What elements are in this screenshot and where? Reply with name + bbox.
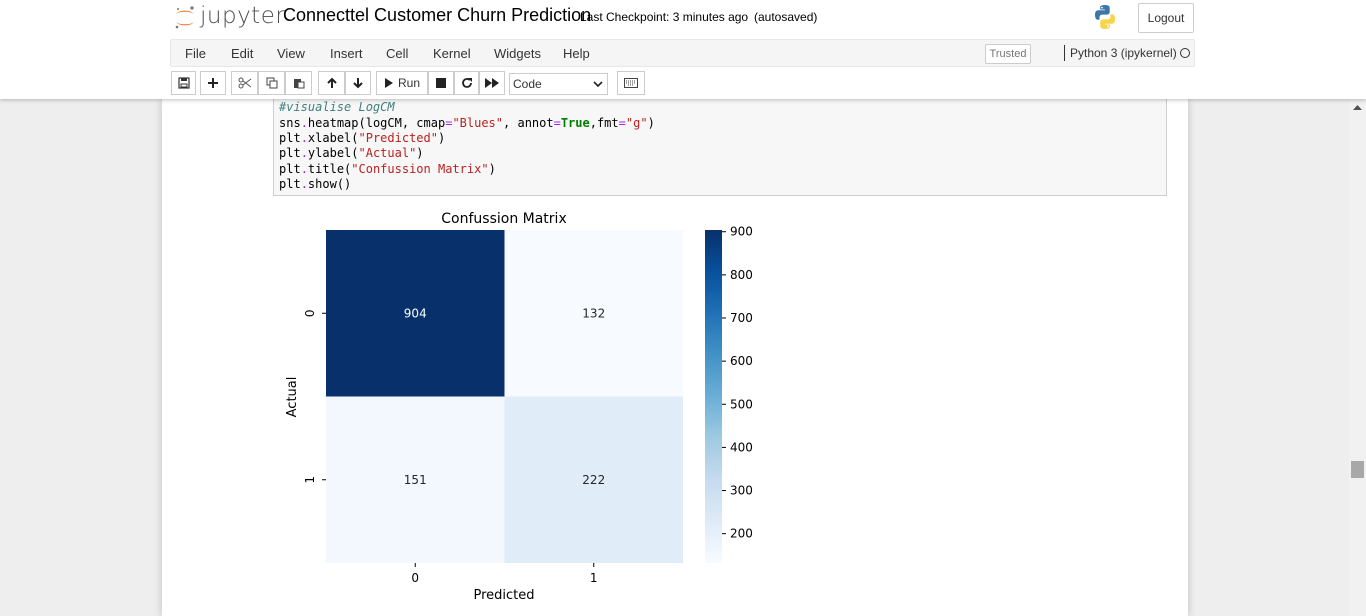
colorbar-tick-label: 500 bbox=[730, 397, 753, 411]
colorbar-tick-label: 900 bbox=[730, 225, 753, 239]
play-icon bbox=[384, 78, 393, 88]
notebook-title[interactable]: Connecttel Customer Churn Prediction bbox=[283, 5, 592, 25]
cell-type-value: Code bbox=[513, 77, 542, 91]
paste-icon bbox=[293, 79, 304, 89]
colorbar-tick-label: 800 bbox=[730, 268, 753, 282]
heatmap-cell-0-1 bbox=[504, 230, 683, 397]
heatmap-annotations: 904 132 151 222 bbox=[404, 306, 605, 487]
notebook-header: jupyter Connecttel Customer Churn Predic… bbox=[0, 0, 1366, 99]
code-line-6: plt.show() bbox=[279, 177, 352, 191]
cell-annotation-0-1: 132 bbox=[582, 306, 605, 320]
page-scrollbar[interactable] bbox=[1349, 99, 1366, 616]
heatmap-cell-1-1 bbox=[504, 396, 683, 563]
menu-view[interactable]: View bbox=[277, 46, 305, 61]
x-tick-label: 0 bbox=[411, 571, 419, 585]
restart-icon bbox=[461, 78, 472, 88]
menubar: File Edit View Insert Cell Kernel Widget… bbox=[170, 39, 1195, 67]
trusted-indicator[interactable]: Trusted bbox=[985, 44, 1031, 64]
header-top-bar: jupyter Connecttel Customer Churn Predic… bbox=[0, 0, 1366, 40]
kernel-name[interactable]: Python 3 (ipykernel) bbox=[1070, 46, 1177, 60]
y-tick-label: 0 bbox=[303, 309, 317, 317]
menu-file[interactable]: File bbox=[185, 46, 206, 61]
jupyter-logo-icon bbox=[175, 6, 194, 29]
menu-cell[interactable]: Cell bbox=[386, 46, 409, 61]
python-logo-icon bbox=[1095, 5, 1115, 29]
menu-insert[interactable]: Insert bbox=[330, 46, 363, 61]
colorbar-tick-label: 700 bbox=[730, 311, 753, 325]
logo-wordmark: jupyter bbox=[200, 3, 286, 29]
run-button[interactable]: Run bbox=[376, 71, 428, 95]
copy-button[interactable] bbox=[258, 71, 285, 95]
cell-annotation-1-1: 222 bbox=[582, 473, 605, 487]
heatmap-cells bbox=[326, 230, 683, 563]
cell-type-select[interactable]: Code bbox=[509, 73, 608, 95]
code-cell[interactable]: #visualise LogCM sns.heatmap(logCM, cmap… bbox=[273, 99, 1167, 196]
chart-title: Confussion Matrix bbox=[441, 211, 566, 227]
move-up-button[interactable] bbox=[318, 71, 345, 95]
colorbar-ticks: 200 300 400 500 600 700 800 900 bbox=[722, 225, 753, 541]
kernel-idle-icon bbox=[1180, 48, 1190, 58]
fast-forward-icon bbox=[485, 78, 499, 88]
code-line-4: plt.ylabel("Actual") bbox=[279, 146, 424, 160]
notebook-container: #visualise LogCM sns.heatmap(logCM, cmap… bbox=[162, 99, 1188, 616]
arrow-down-icon bbox=[353, 78, 363, 89]
floppy-icon bbox=[177, 77, 190, 89]
scissors-icon bbox=[238, 77, 251, 89]
code-line-3: plt.xlabel("Predicted") bbox=[279, 131, 446, 145]
code-line-2: sns.heatmap(logCM, cmap="Blues", annot=T… bbox=[279, 116, 655, 130]
menu-help[interactable]: Help bbox=[563, 46, 590, 61]
y-axis: 01 bbox=[303, 309, 326, 484]
run-label: Run bbox=[397, 76, 420, 90]
menu-edit[interactable]: Edit bbox=[231, 46, 254, 61]
menu-widgets[interactable]: Widgets bbox=[494, 46, 541, 61]
command-palette-button[interactable] bbox=[617, 71, 645, 95]
scrollbar-thumb[interactable] bbox=[1351, 461, 1364, 478]
x-tick-label: 1 bbox=[590, 571, 598, 585]
menu-kernel[interactable]: Kernel bbox=[433, 46, 471, 61]
x-axis-label: Predicted bbox=[473, 588, 534, 603]
y-axis-label: Actual bbox=[285, 377, 300, 418]
arrow-up-icon bbox=[326, 77, 337, 88]
heatmap-cell-0-0 bbox=[326, 230, 505, 397]
autosave-status: (autosaved) bbox=[754, 10, 818, 24]
plus-icon bbox=[208, 78, 218, 88]
checkpoint-status: Last Checkpoint: 3 minutes ago bbox=[580, 10, 749, 24]
save-button[interactable] bbox=[171, 71, 196, 95]
toolbar: Run Code bbox=[0, 71, 1366, 97]
colorbar-tick-label: 600 bbox=[730, 354, 753, 368]
jupyter-logo[interactable]: jupyter bbox=[174, 3, 285, 33]
interrupt-button[interactable] bbox=[428, 71, 454, 95]
cut-button[interactable] bbox=[231, 71, 258, 95]
cell-annotation-0-0: 904 bbox=[404, 306, 427, 320]
keyboard-icon bbox=[624, 78, 638, 88]
restart-run-all-button[interactable] bbox=[479, 71, 505, 95]
paste-button[interactable] bbox=[285, 71, 312, 95]
y-tick-label: 1 bbox=[303, 476, 317, 484]
cell-annotation-1-0: 151 bbox=[404, 473, 427, 487]
restart-button[interactable] bbox=[454, 71, 479, 95]
colorbar bbox=[705, 230, 722, 563]
colorbar-tick-label: 200 bbox=[730, 527, 753, 541]
kernel-separator bbox=[1064, 45, 1065, 61]
colorbar-tick-label: 400 bbox=[730, 440, 753, 454]
colorbar-tick-label: 300 bbox=[730, 484, 753, 498]
heatmap-cell-1-0 bbox=[326, 396, 505, 563]
copy-icon bbox=[266, 77, 277, 89]
scroll-up-icon[interactable] bbox=[1353, 104, 1362, 110]
insert-cell-button[interactable] bbox=[200, 71, 226, 95]
logout-button[interactable]: Logout bbox=[1138, 3, 1194, 33]
code-line-1: #visualise LogCM bbox=[279, 100, 395, 114]
code-line-5: plt.title("Confussion Matrix") bbox=[279, 162, 496, 176]
move-down-button[interactable] bbox=[345, 71, 371, 95]
chevron-down-icon bbox=[593, 81, 603, 88]
stop-icon bbox=[436, 78, 446, 88]
